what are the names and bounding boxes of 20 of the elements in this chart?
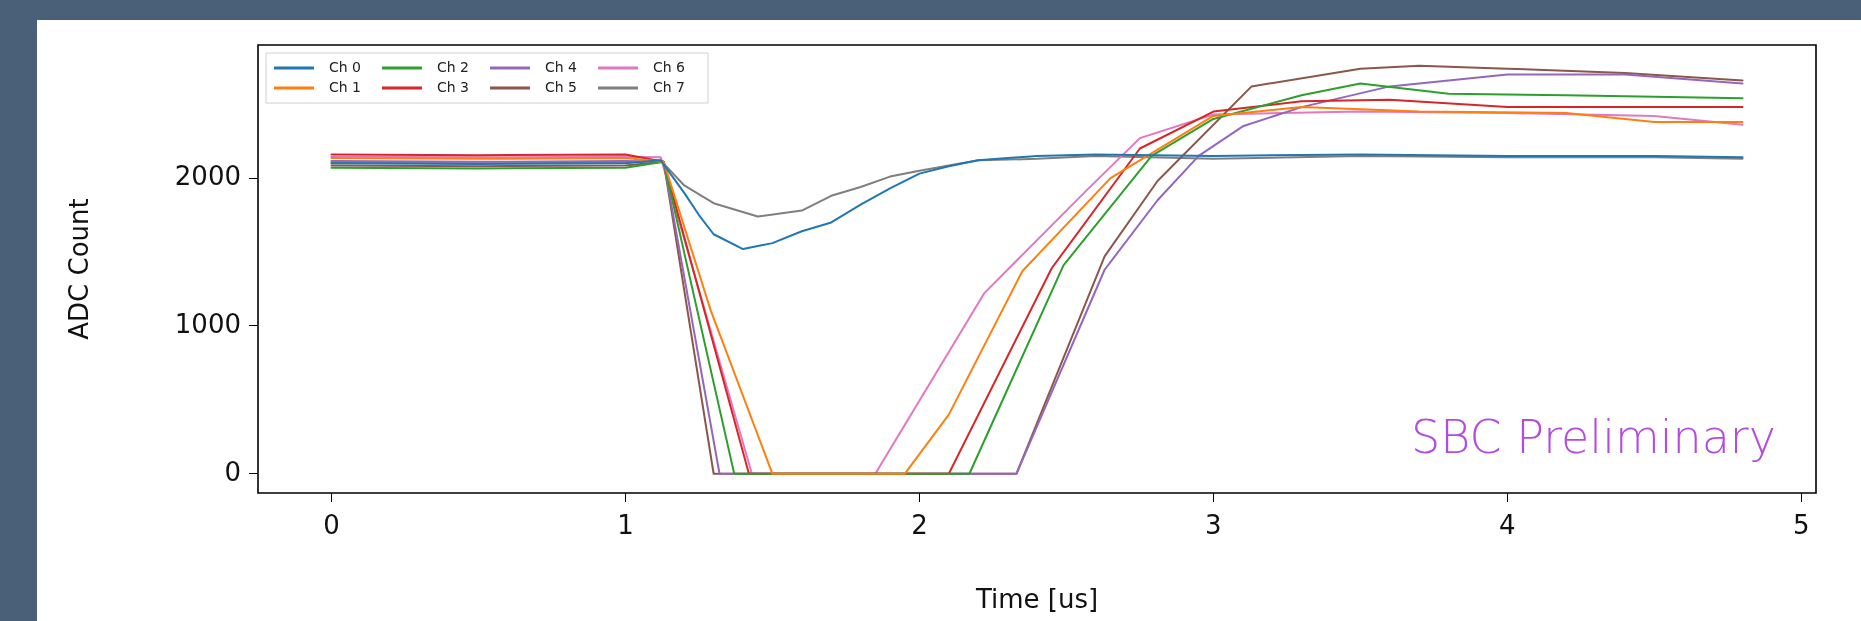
x-tick-label: 2: [911, 510, 928, 541]
y-tick-label: 1000: [174, 308, 241, 339]
legend-label: Ch 4: [545, 58, 578, 75]
x-tick-label: 0: [323, 510, 340, 541]
y-axis-title: ADC Count: [64, 198, 95, 340]
legend-label: Ch 7: [653, 78, 686, 95]
y-tick-label: 0: [224, 456, 241, 487]
x-tick-label: 5: [1793, 510, 1810, 541]
x-tick-label: 4: [1499, 510, 1516, 541]
legend-label: Ch 5: [545, 78, 578, 95]
x-tick-label: 3: [1205, 510, 1222, 541]
y-tick-label: 2000: [174, 160, 241, 191]
legend-label: Ch 1: [329, 78, 362, 95]
legend-label: Ch 6: [653, 58, 686, 75]
legend-label: Ch 0: [329, 58, 362, 75]
x-axis-title: Time [us]: [974, 584, 1099, 615]
legend-label: Ch 3: [437, 78, 470, 95]
annotation: SBC Preliminary: [1410, 410, 1776, 464]
x-tick-label: 1: [617, 510, 634, 541]
legend-label: Ch 2: [437, 58, 470, 75]
